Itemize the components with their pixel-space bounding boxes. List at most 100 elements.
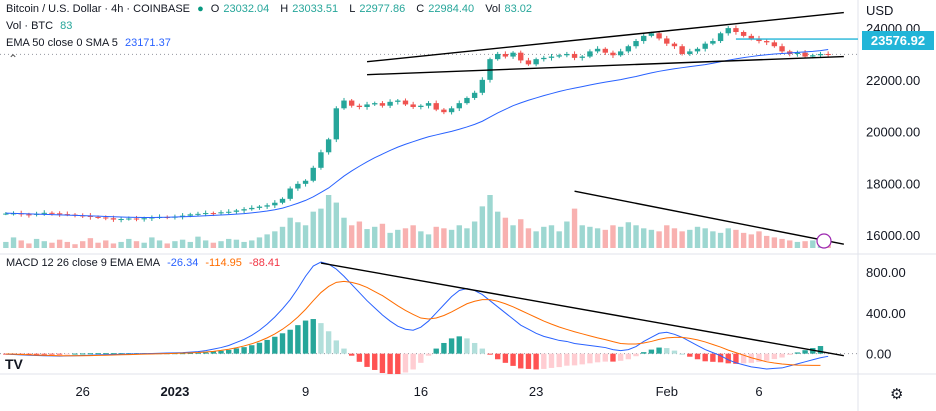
candle-body [664, 38, 670, 44]
volume-bar [395, 229, 401, 248]
candle-body [318, 152, 324, 168]
volume-bar [302, 225, 309, 248]
candle-body [218, 212, 224, 214]
macd-histogram-bar [210, 351, 217, 354]
time-axis-tick: 26 [75, 384, 89, 399]
volume-bar [156, 240, 163, 248]
candle-body [356, 105, 363, 108]
macd-histogram-bar [64, 353, 71, 355]
currency-label[interactable]: USD [866, 3, 894, 18]
candle-body [195, 213, 201, 215]
volume-bar [218, 241, 224, 248]
candle-body [56, 213, 63, 215]
volume-bar [533, 231, 539, 248]
volume-bar [295, 222, 301, 248]
volume-bar [26, 243, 32, 248]
volume-bar [241, 241, 247, 248]
volume-bar [510, 225, 516, 248]
volume-bar [610, 225, 616, 248]
volume-bar [502, 217, 509, 248]
macd-histogram-bar [518, 353, 524, 369]
volume-bar [633, 225, 639, 248]
volume-indicator-label[interactable]: Vol · BTC [6, 20, 54, 32]
volume-bar [56, 239, 63, 248]
macd-axis-tick: 800.00 [866, 265, 906, 280]
macd-histogram-bar [594, 353, 601, 363]
macd-histogram-bar [579, 353, 585, 365]
macd-histogram-bar [80, 353, 86, 355]
volume-bar [471, 221, 478, 248]
collapse-legend-icon[interactable]: ⌃ [8, 52, 19, 66]
volume-bar [256, 237, 263, 248]
macd-histogram-bar [402, 353, 409, 373]
time-axis-tick: 6 [755, 384, 762, 399]
volume-bar [195, 236, 201, 248]
macd-histogram-bar [87, 353, 94, 355]
volume-bar [641, 228, 647, 248]
macd-histogram-bar [725, 353, 731, 364]
settings-gear-icon[interactable]: ⚙ [890, 386, 904, 403]
volume-bar [372, 226, 378, 248]
candle-body [402, 100, 409, 105]
macd-histogram-bar [195, 352, 201, 354]
macd-histogram-bar [272, 336, 278, 354]
macd-histogram-bar [441, 342, 447, 354]
volume-bar [333, 202, 339, 248]
volume-indicator-value: 83 [60, 20, 73, 32]
time-axis-tick: 16 [414, 384, 428, 399]
macd-histogram-bar [656, 347, 662, 354]
candle-body [710, 41, 716, 44]
volume-bar [448, 229, 455, 248]
volume-bar [348, 225, 355, 248]
macd-histogram-bar [548, 353, 555, 368]
candle-body [456, 103, 462, 109]
candle-body [702, 43, 708, 49]
volume-bar [418, 231, 424, 248]
volume-bar [779, 238, 785, 248]
candle-body [103, 217, 109, 219]
volume-bar [264, 234, 270, 248]
macd-indicator-label[interactable]: MACD 12 26 close 9 EMA EMA [6, 257, 161, 269]
candle-body [110, 218, 117, 220]
candle-body [802, 52, 808, 57]
volume-bar [441, 228, 447, 248]
volume-bar [671, 228, 678, 248]
macd-histogram-bar [610, 353, 616, 362]
symbol-title[interactable]: Bitcoin / U.S. Dollar · 4h · COINBASE [6, 3, 190, 15]
candle-body [541, 57, 547, 60]
signal-line [5, 280, 821, 366]
macd-axis-tick: 400.00 [866, 306, 906, 321]
macd-histogram-bar [502, 353, 509, 363]
volume-bar [756, 231, 762, 248]
candle-body [533, 59, 539, 65]
volume-bar [141, 242, 147, 248]
macd-histogram-bar [671, 350, 678, 354]
volume-bar [279, 226, 286, 248]
candle-body [141, 218, 147, 220]
candle-body [233, 210, 240, 212]
volume-bar [587, 226, 593, 248]
candle-body [471, 92, 478, 98]
volume-bar [249, 240, 255, 248]
volume-bar [233, 239, 240, 248]
volume-bar [748, 234, 754, 248]
macd-histogram-bar [433, 348, 439, 354]
macd-histogram-bar [356, 353, 363, 362]
vol-value: 83.02 [504, 3, 533, 15]
macd-histogram-bar [233, 348, 240, 354]
tradingview-logo-icon: TV [5, 356, 23, 372]
high-value: 23033.51 [292, 3, 339, 15]
candle-body [548, 56, 555, 58]
macd-histogram-bar [456, 336, 462, 354]
candle-body [187, 214, 193, 216]
volume-bar [72, 244, 78, 248]
price-axis-tick: 22000.00 [866, 73, 920, 88]
volume-bar [694, 226, 701, 248]
macd-histogram-bar [33, 353, 40, 355]
ema-indicator-label[interactable]: EMA 50 close 0 SMA 5 [6, 37, 118, 49]
macd-histogram-bar [571, 353, 578, 366]
macd-histogram-bar [479, 348, 486, 354]
macd-axis-tick: 0.00 [866, 347, 891, 362]
candle-body [325, 139, 332, 153]
